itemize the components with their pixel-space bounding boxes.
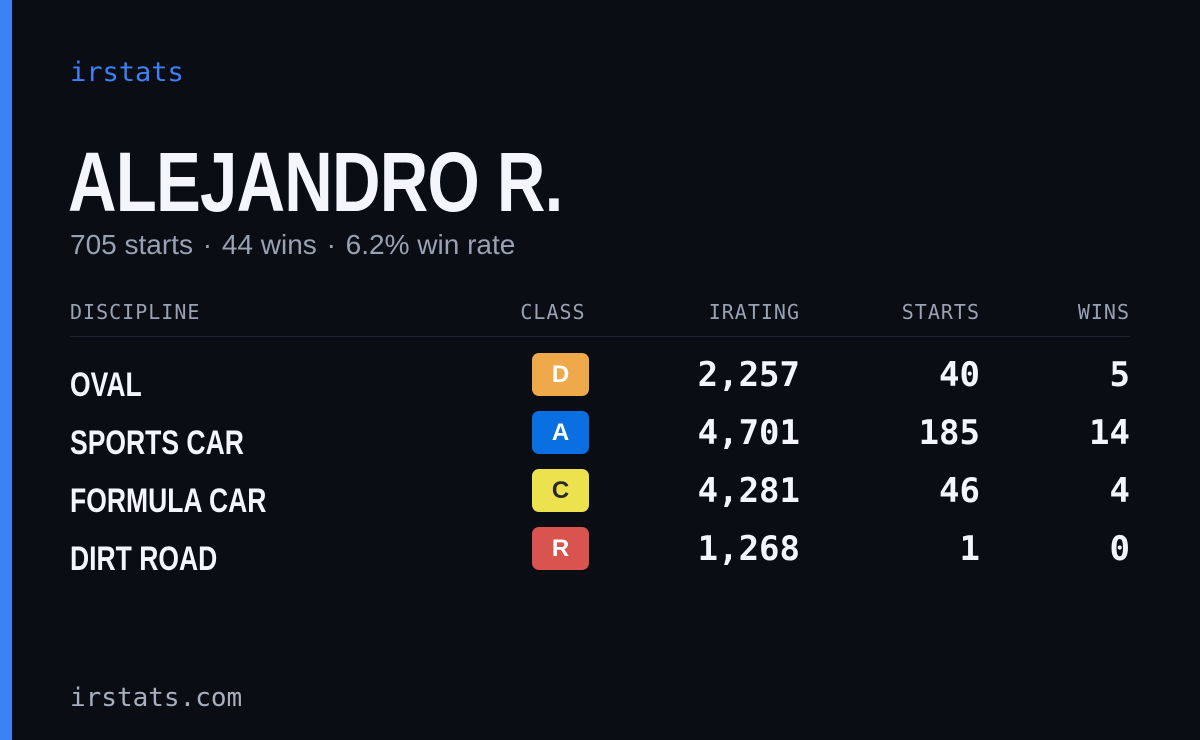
table-header: DISCIPLINE CLASS IRATING STARTS WINS xyxy=(70,298,1130,337)
row-starts: 185 xyxy=(918,413,980,453)
summary-wins: 44 wins xyxy=(221,229,317,260)
driver-name: ALEJANDRO R. xyxy=(68,135,563,229)
table-row: OVAL D 2,257 40 5 xyxy=(70,353,1130,411)
license-class-badge: A xyxy=(532,411,589,454)
table-row: SPORTS CAR A 4,701 185 14 xyxy=(70,411,1130,469)
summary-separator: · xyxy=(326,229,336,260)
stats-table: DISCIPLINE CLASS IRATING STARTS WINS OVA… xyxy=(70,298,1130,585)
table-row: DIRT ROAD R 1,268 1 0 xyxy=(70,527,1130,585)
license-class-badge: C xyxy=(532,469,589,512)
driver-summary: 705 starts · 44 wins · 6.2% win rate xyxy=(70,227,515,263)
table-row: FORMULA CAR C 4,281 46 4 xyxy=(70,469,1130,527)
header-class: CLASS xyxy=(520,300,586,324)
row-wins: 14 xyxy=(1089,413,1130,453)
row-wins: 5 xyxy=(1109,355,1130,395)
header-wins: WINS xyxy=(1077,300,1130,324)
row-irating: 1,268 xyxy=(697,529,800,569)
row-irating: 4,281 xyxy=(697,471,800,511)
brand-logo: irstats xyxy=(70,57,184,88)
accent-bar xyxy=(0,0,12,740)
license-class-badge: R xyxy=(532,527,589,570)
row-wins: 0 xyxy=(1109,529,1130,569)
row-irating: 4,701 xyxy=(697,413,800,453)
row-wins: 4 xyxy=(1109,471,1130,511)
row-discipline: SPORTS CAR xyxy=(70,424,244,462)
row-discipline: DIRT ROAD xyxy=(70,540,218,578)
table-body: OVAL D 2,257 40 5 SPORTS CAR A 4,701 185… xyxy=(70,353,1130,585)
header-discipline: DISCIPLINE xyxy=(70,300,201,324)
header-starts: STARTS xyxy=(901,300,980,324)
license-class-badge: D xyxy=(532,353,589,396)
summary-win-rate: 6.2% win rate xyxy=(345,229,516,260)
header-irating: IRATING xyxy=(708,300,800,324)
footer-url: irstats.com xyxy=(70,683,243,713)
summary-starts: 705 starts xyxy=(70,229,193,260)
row-discipline: OVAL xyxy=(70,366,142,404)
row-discipline: FORMULA CAR xyxy=(70,482,267,520)
summary-separator: · xyxy=(202,229,213,260)
row-starts: 1 xyxy=(959,529,980,569)
row-irating: 2,257 xyxy=(697,355,800,395)
row-starts: 40 xyxy=(939,355,980,395)
row-starts: 46 xyxy=(939,471,980,511)
